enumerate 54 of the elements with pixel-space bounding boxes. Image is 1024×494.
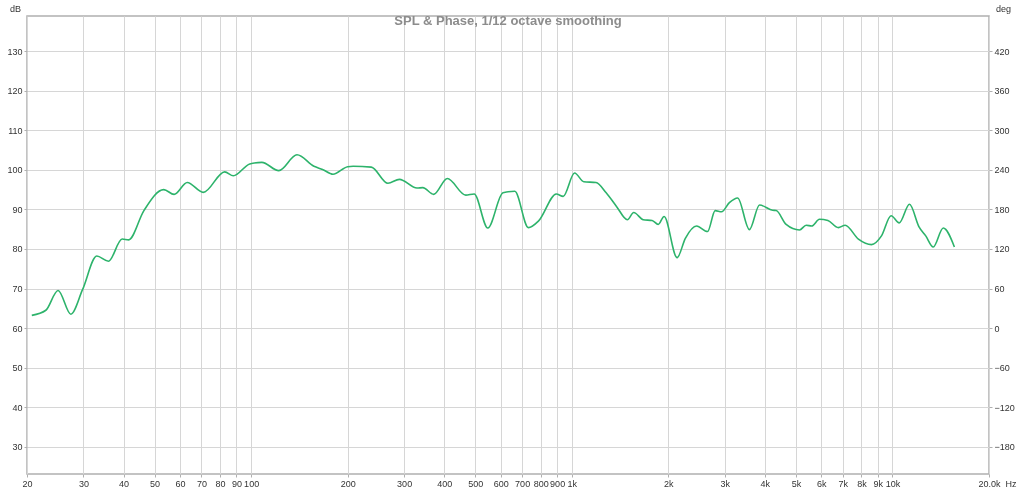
x-tick-label: 20.0k bbox=[978, 478, 1001, 489]
x-tick-label: 90 bbox=[231, 478, 242, 489]
y-tick-label: 90 bbox=[12, 204, 23, 215]
y2-axis-title: deg bbox=[995, 3, 1012, 14]
x-tick-label: 300 bbox=[397, 478, 413, 489]
x-tick-label: 40 bbox=[119, 478, 130, 489]
x-tick-label: 500 bbox=[468, 478, 484, 489]
x-tick-label: 70 bbox=[196, 478, 207, 489]
x-tick-label: 4k bbox=[760, 478, 771, 489]
y-tick-label: 130 bbox=[7, 46, 23, 57]
y2-tick-label: 0 bbox=[994, 323, 1000, 334]
x-tick-label: 9k bbox=[873, 478, 884, 489]
x-tick-label: 200 bbox=[340, 478, 356, 489]
y-axis-title: dB bbox=[9, 3, 22, 14]
y-tick-label: 70 bbox=[12, 284, 23, 295]
y2-tick-label: 120 bbox=[994, 244, 1010, 255]
y2-tick-label: 60 bbox=[994, 284, 1005, 295]
x-tick-label: 20 bbox=[22, 478, 33, 489]
x-tick-label: 3k bbox=[720, 478, 731, 489]
y2-tick-label: 240 bbox=[994, 165, 1010, 176]
x-tick-label: 6k bbox=[817, 478, 828, 489]
y2-tick-label: 360 bbox=[994, 86, 1010, 97]
y-tick-label: 50 bbox=[12, 363, 23, 374]
y-tick-label: 100 bbox=[7, 165, 23, 176]
x-tick-label: 10k bbox=[885, 478, 901, 489]
chart-title: SPL & Phase, 1/12 octave smoothing bbox=[394, 13, 622, 28]
y-tick-label: 120 bbox=[7, 86, 23, 97]
x-tick-label: 8k bbox=[857, 478, 868, 489]
x-tick-label: 80 bbox=[215, 478, 226, 489]
y-tick-label: 80 bbox=[12, 244, 23, 255]
y-tick-label: 40 bbox=[12, 402, 23, 413]
x-axis-title: Hz bbox=[1005, 478, 1017, 489]
x-tick-label: 400 bbox=[437, 478, 453, 489]
x-tick-label: 900 bbox=[550, 478, 566, 489]
x-tick-label: 50 bbox=[150, 478, 161, 489]
y2-tick-label: −120 bbox=[994, 402, 1015, 413]
y2-tick-label: 180 bbox=[994, 204, 1010, 215]
x-tick-label: 7k bbox=[838, 478, 849, 489]
x-tick-label: 2k bbox=[664, 478, 675, 489]
x-tick-label: 5k bbox=[791, 478, 802, 489]
y2-tick-label: −180 bbox=[994, 442, 1015, 453]
y-tick-label: 30 bbox=[12, 442, 23, 453]
y-tick-label: 110 bbox=[8, 125, 23, 136]
x-tick-label: 1k bbox=[567, 478, 578, 489]
x-tick-label: 800 bbox=[533, 478, 549, 489]
x-tick-label: 30 bbox=[78, 478, 89, 489]
y2-tick-label: 420 bbox=[994, 46, 1010, 57]
y2-tick-label: 300 bbox=[994, 125, 1010, 136]
y-tick-label: 60 bbox=[12, 323, 23, 334]
x-tick-label: 100 bbox=[244, 478, 260, 489]
x-tick-label: 600 bbox=[493, 478, 509, 489]
x-tick-label: 60 bbox=[175, 478, 186, 489]
x-tick-label: 700 bbox=[515, 478, 531, 489]
y2-tick-label: −60 bbox=[994, 363, 1010, 374]
